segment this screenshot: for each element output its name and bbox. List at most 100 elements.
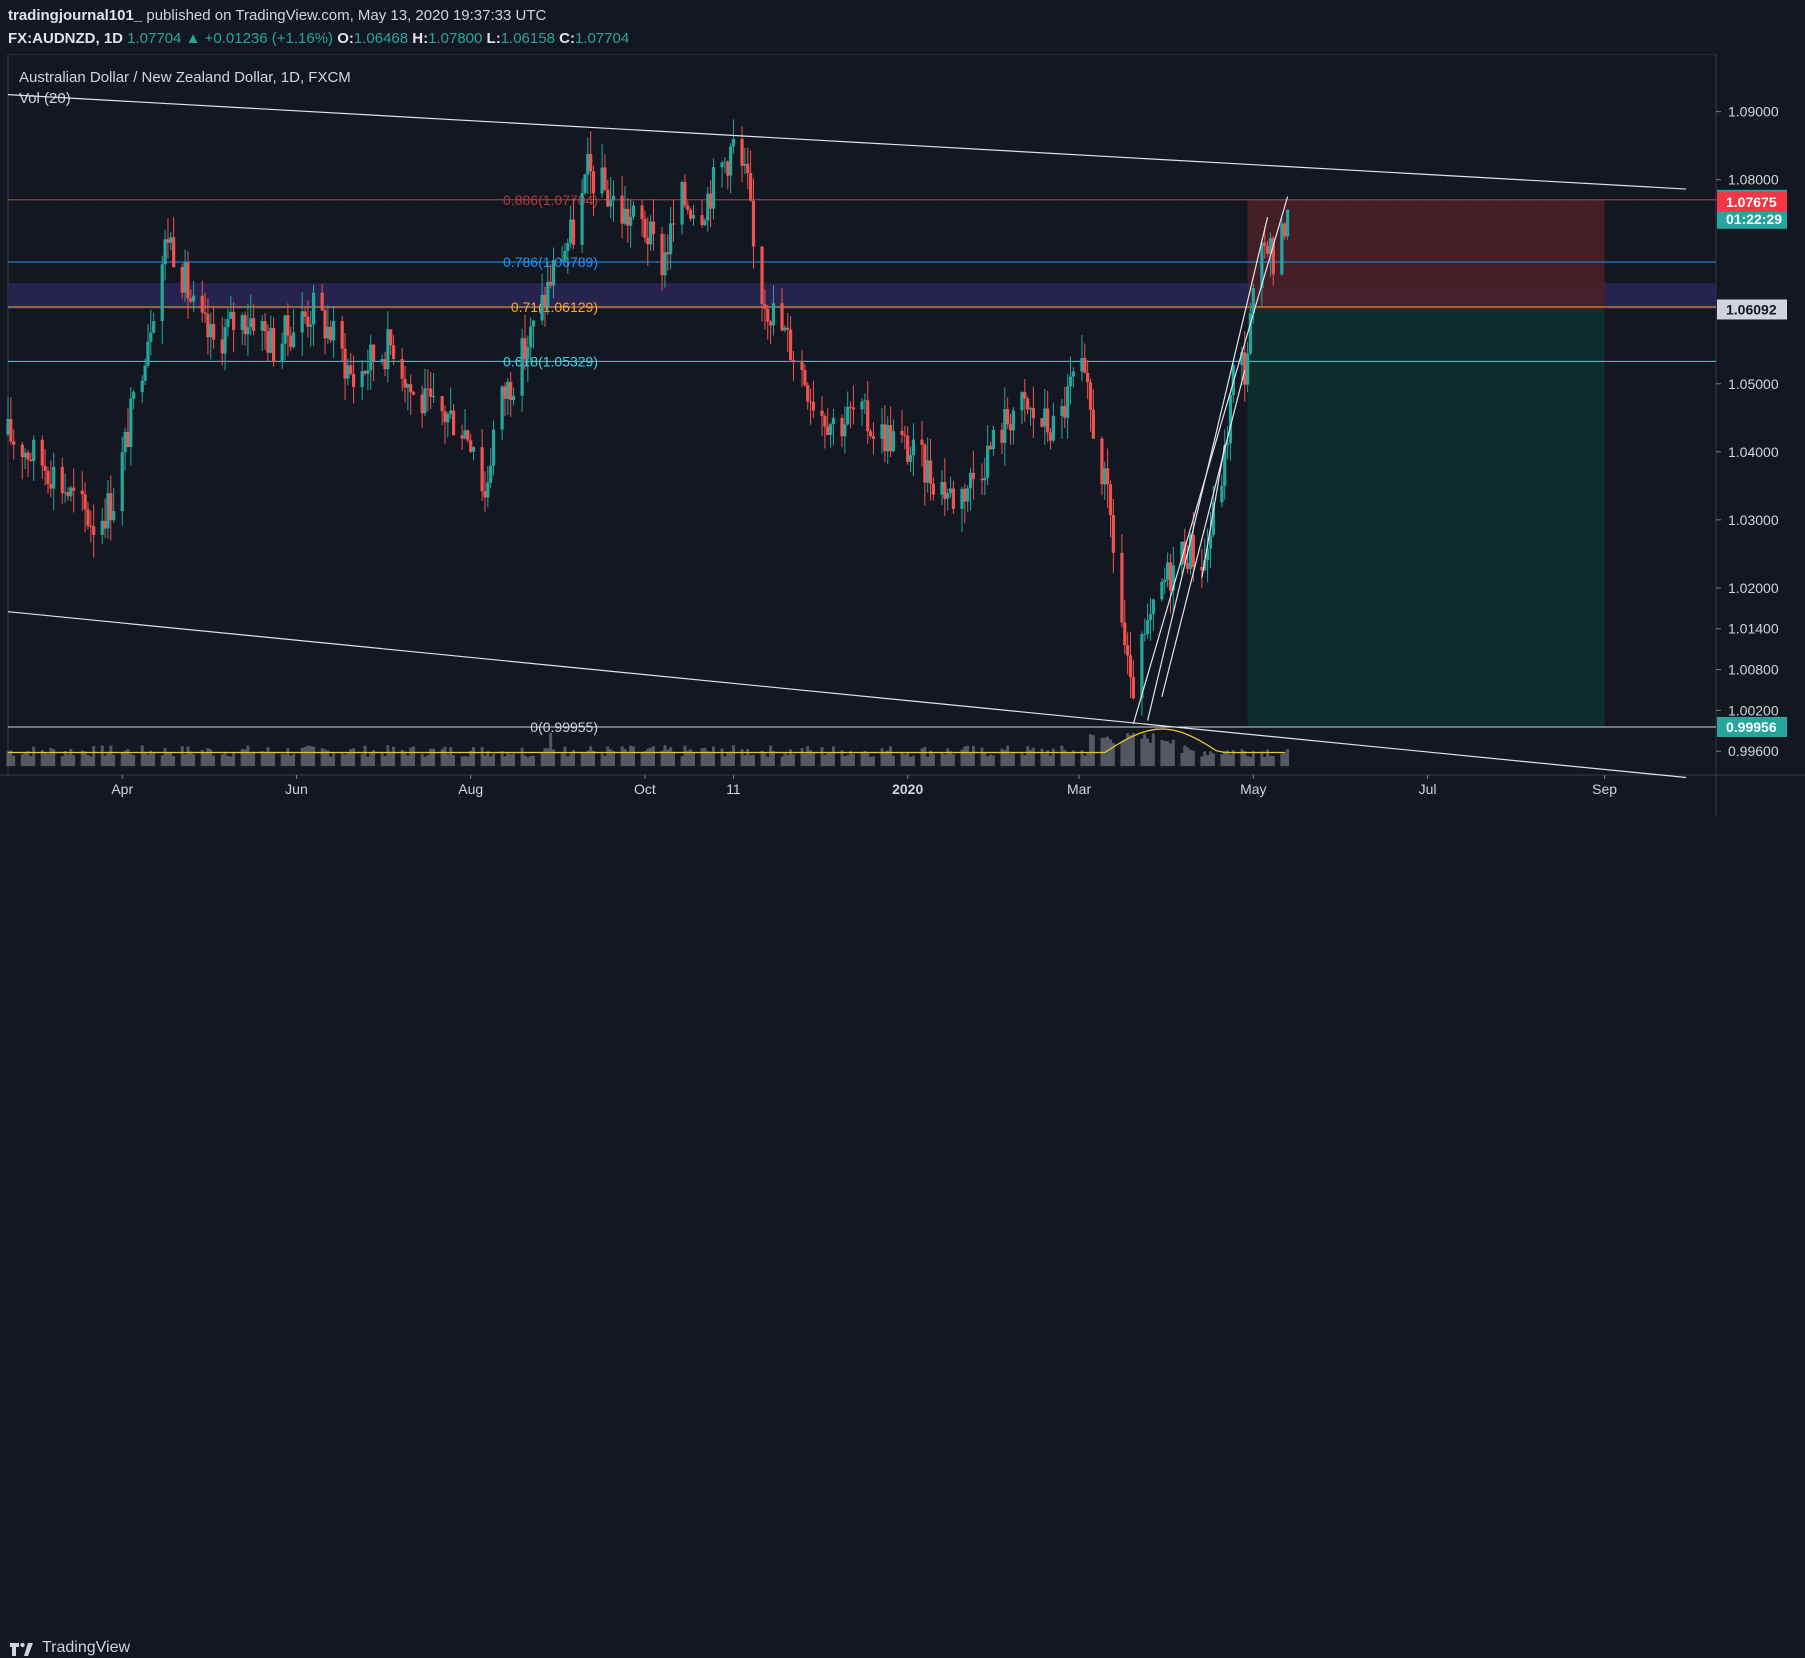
volume-bar [283,754,287,767]
trendline [1147,216,1269,721]
candle-body [806,385,810,402]
volume-bar [949,751,953,767]
candle-body [520,338,524,396]
open-value: 1.06468 [353,30,409,47]
volume-bar [1040,748,1044,767]
candle-body [1186,563,1190,569]
close-label: C: [559,30,575,47]
take-profit-zone [1247,309,1605,727]
volume-bar [946,748,950,767]
volume-bar [820,747,824,767]
candle-body [112,511,116,521]
volume-bar [543,748,547,767]
candle-body [671,223,676,225]
candle-body [206,314,210,338]
candle-body [963,488,967,502]
volume-bar [463,756,467,767]
candle-body [828,424,833,435]
candle-body [683,182,687,206]
candle-body [32,439,36,462]
volume-bar [1180,752,1184,767]
candle-body [166,239,170,243]
volume-bar [791,754,795,767]
volume-bar [423,756,427,767]
candle-body [460,435,464,439]
candle-body [466,430,470,441]
volume-bar [626,751,630,767]
y-axis-tick-label: 1.00200 [1728,702,1779,718]
price-chart[interactable]: Australian Dollar / New Zealand Dollar, … [0,54,1805,816]
candle-body [560,259,564,261]
volume-bar [66,754,70,767]
candle-body [283,315,287,344]
volume-bar [940,752,944,767]
volume-bar [203,752,207,767]
volume-bar [603,755,607,767]
price-scale-tag [1717,716,1787,737]
volume-bar [106,751,110,767]
volume-bar [152,753,156,767]
volume-bar [649,747,653,767]
candle-body [300,311,304,333]
tradingview-brand[interactable]: TradingView [42,1639,131,1656]
volume-bar [943,754,947,767]
volume-bar [572,749,576,767]
volume-bar [780,756,784,767]
volume-bar [911,755,915,767]
candle-body [769,321,773,326]
volume-bar [600,752,604,767]
volume-bar [309,746,313,767]
candle-body [1188,534,1193,569]
candle-body [700,215,704,226]
candle-body [52,466,56,489]
fib-level-label: 0.71(1.06129) [511,299,598,315]
candle-body [911,439,916,456]
candle-body [788,329,793,361]
volume-bar [1049,755,1053,767]
volume-bar [432,748,436,767]
volume-bar [466,756,470,767]
candle-body [252,318,256,331]
candle-body [1108,484,1113,516]
candle-body [609,200,613,207]
volume-bar [506,752,510,767]
volume-bar [920,748,924,767]
volume-bar [229,756,233,767]
candle-body [409,384,413,393]
candle-body [169,237,173,243]
volume-bar [671,751,675,767]
candle-body [1225,443,1230,446]
volume-bar [409,747,413,767]
volume-bar [260,751,264,767]
stop-loss-zone [1247,199,1605,310]
candle-body [489,465,493,483]
candle-body [223,327,227,354]
candle-body [786,327,790,330]
volume-bar [243,749,247,767]
candle-body [1163,579,1167,582]
volume-bar [252,751,256,767]
candle-body [343,348,347,379]
volume-bar [1280,753,1284,767]
candle-body [366,370,370,374]
volume-bar [83,751,87,767]
volume-bar [686,750,690,767]
volume-bar [346,752,350,767]
volume-bar [320,748,324,767]
volume-bar [552,749,556,767]
volume-bar [1009,753,1013,767]
candle-body [1028,408,1033,410]
volume-bar [1146,738,1150,767]
volume-bar [352,748,356,767]
volume-bar [829,752,833,767]
volume-bar [1268,755,1272,767]
candle-body [1040,418,1044,427]
tradingview-logo-icon[interactable] [8,1640,38,1658]
candle-body [209,324,213,338]
volume-bar [286,748,290,767]
candle-body [1203,560,1207,571]
candle-body [866,400,870,432]
publisher-name[interactable]: tradingjournal101_ [8,7,143,24]
candle-body [1168,562,1173,591]
volume-bar [1108,739,1112,767]
